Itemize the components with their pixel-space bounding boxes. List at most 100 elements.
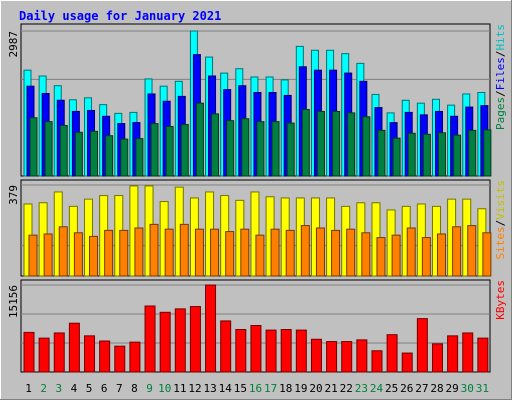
bar-sites-day-14 (225, 231, 235, 277)
bar-kbytes-day-25 (386, 334, 398, 373)
x-tick-label-28: 28 (430, 382, 443, 395)
bar-sites-day-9 (149, 223, 159, 277)
bar-sites-day-1 (28, 234, 38, 277)
bar-pages-day-5 (90, 130, 99, 177)
x-tick-label-4: 4 (71, 382, 78, 395)
bar-sites-day-6 (104, 229, 114, 277)
x-tick-label-26: 26 (400, 382, 413, 395)
bar-pages-day-8 (135, 138, 144, 177)
bar-pages-day-25 (392, 137, 401, 177)
bar-kbytes-day-9 (144, 305, 156, 373)
bar-kbytes-day-14 (220, 320, 232, 373)
x-tick-label-30: 30 (461, 382, 474, 395)
bar-kbytes-day-2 (38, 337, 50, 373)
x-tick-label-13: 13 (203, 382, 216, 395)
legend-middle-item-1: / (494, 220, 507, 227)
legend-middle-item-2: Visits (494, 180, 507, 220)
bar-pages-day-16 (256, 121, 265, 177)
bar-pages-day-19 (301, 108, 310, 177)
bar-sites-day-31 (482, 232, 492, 277)
y-max-label-bottom: 15156 (7, 285, 20, 318)
bar-pages-day-4 (74, 131, 83, 177)
chart-title: Daily usage for January 2021 (19, 9, 221, 23)
bar-kbytes-day-31 (477, 337, 489, 373)
bar-kbytes-day-19 (295, 329, 307, 373)
bar-pages-day-9 (150, 123, 159, 177)
bar-kbytes-day-11 (174, 308, 186, 373)
bar-kbytes-day-26 (401, 352, 413, 373)
bar-sites-day-11 (179, 223, 189, 277)
x-tick-label-25: 25 (385, 382, 398, 395)
x-tick-label-10: 10 (158, 382, 171, 395)
bar-kbytes-day-27 (416, 318, 428, 373)
bar-pages-day-30 (468, 129, 477, 177)
bar-kbytes-day-10 (159, 311, 171, 373)
bar-kbytes-day-18 (280, 329, 292, 373)
bar-pages-day-6 (105, 135, 114, 177)
legend-top-item-3: / (494, 51, 507, 58)
x-tick-label-17: 17 (264, 382, 277, 395)
x-tick-label-1: 1 (25, 382, 32, 395)
bar-pages-day-22 (347, 112, 356, 177)
bar-kbytes-day-15 (235, 329, 247, 373)
bar-kbytes-day-17 (265, 329, 277, 373)
bar-kbytes-day-3 (53, 332, 65, 373)
x-tick-label-8: 8 (131, 382, 138, 395)
bar-pages-day-28 (437, 132, 446, 177)
panel-middle: 379 Sites/Visits (7, 179, 507, 277)
bar-sites-day-27 (421, 237, 431, 277)
bar-pages-day-18 (286, 122, 295, 177)
bar-sites-day-2 (43, 233, 53, 277)
x-tick-label-31: 31 (476, 382, 489, 395)
y-max-label-top: 2987 (7, 31, 20, 58)
bar-pages-day-2 (44, 121, 53, 177)
bar-kbytes-day-21 (326, 341, 338, 373)
bar-sites-day-26 (406, 227, 416, 277)
bar-sites-day-13 (210, 228, 220, 277)
bar-kbytes-day-16 (250, 325, 262, 373)
bar-pages-day-20 (316, 110, 325, 177)
bar-pages-day-3 (59, 125, 68, 177)
x-tick-label-24: 24 (370, 382, 384, 395)
x-tick-label-18: 18 (279, 382, 292, 395)
x-tick-label-22: 22 (340, 382, 353, 395)
bar-kbytes-day-6 (99, 340, 111, 373)
x-tick-label-23: 23 (355, 382, 368, 395)
bar-sites-day-19 (300, 225, 310, 277)
legend-top-item-1: / (494, 90, 507, 97)
panel-top: 2987 Pages/Files/Hits (7, 23, 507, 177)
y-max-label-middle: 379 (7, 185, 20, 205)
x-tick-label-5: 5 (86, 382, 93, 395)
x-tick-label-21: 21 (325, 382, 338, 395)
bar-sites-day-15 (240, 228, 250, 277)
bar-pages-day-13 (211, 113, 220, 177)
bar-kbytes-day-29 (447, 335, 459, 373)
x-tick-label-7: 7 (116, 382, 123, 395)
bar-pages-day-12 (195, 102, 204, 177)
bar-kbytes-day-24 (371, 350, 383, 373)
legend-top: Pages/Files/Hits (494, 24, 507, 130)
bar-pages-day-29 (453, 134, 462, 177)
x-tick-label-16: 16 (249, 382, 262, 395)
x-tick-label-15: 15 (234, 382, 247, 395)
bar-sites-day-12 (194, 228, 204, 277)
x-tick-label-20: 20 (309, 382, 322, 395)
legend-top-item-4: Hits (494, 24, 507, 51)
bar-kbytes-day-12 (189, 306, 201, 373)
x-tick-label-14: 14 (219, 382, 233, 395)
legend-top-item-2: Files (494, 57, 507, 90)
bar-pages-day-15 (241, 118, 250, 177)
bar-pages-day-11 (180, 124, 189, 177)
bar-sites-day-25 (391, 234, 401, 277)
legend-bottom: KBytes (494, 280, 507, 320)
bar-pages-day-7 (120, 138, 129, 177)
x-axis-labels: 1 2 3 4 5 6 7 8 9 10 11 12 13 14 15 16 17 18 19 20 21 22 23 24 2… (25, 382, 489, 395)
bar-visits-day-16 (250, 191, 260, 277)
bar-sites-day-30 (467, 225, 477, 277)
x-tick-label-2: 2 (40, 382, 47, 395)
x-tick-label-19: 19 (294, 382, 307, 395)
bar-sites-day-7 (119, 229, 129, 277)
bar-pages-day-27 (422, 133, 431, 177)
